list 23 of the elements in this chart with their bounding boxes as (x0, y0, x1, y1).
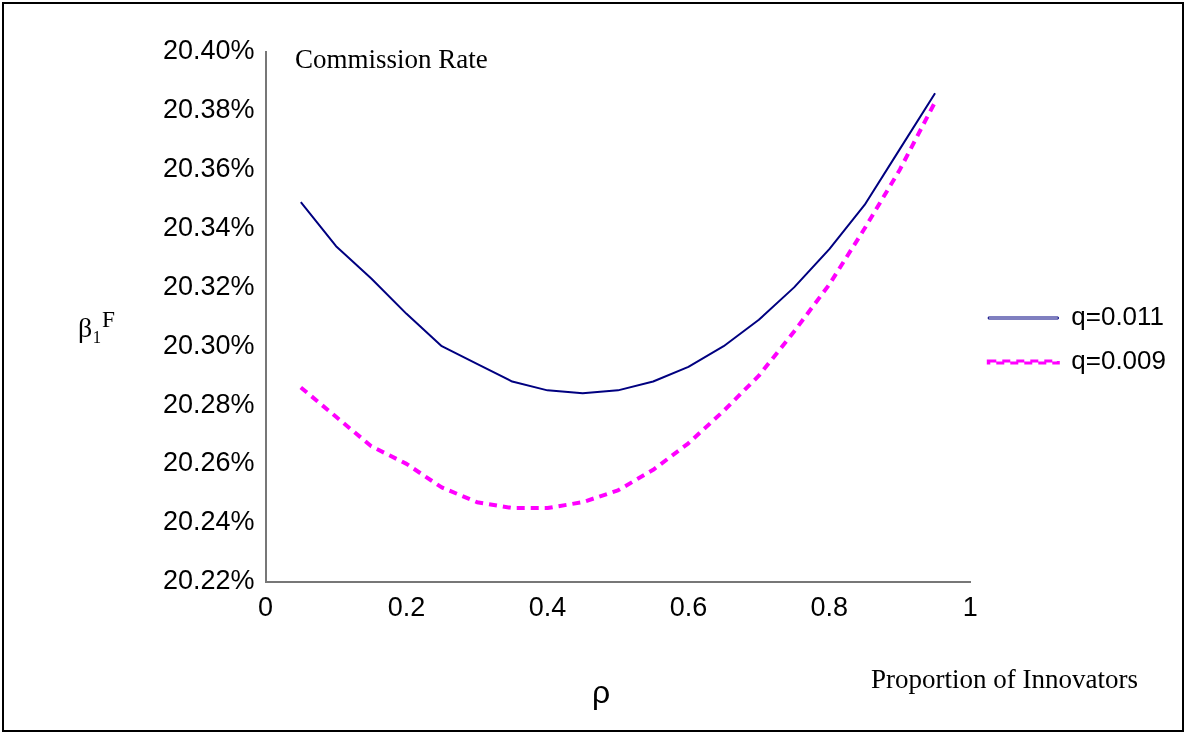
legend-label: q=0.009 (1071, 345, 1167, 376)
legend-label: q=0.011 (1071, 301, 1165, 332)
y-tick-label: 20.24% (163, 506, 255, 537)
y-tick-label: 20.28% (163, 388, 255, 419)
text: Proportion of Innovators (871, 664, 1138, 695)
y-tick-label: 20.22% (163, 565, 255, 596)
x-tick-label: 1 (962, 592, 978, 623)
x-axis-title: ρ (592, 674, 611, 711)
y-tick-label: 20.36% (163, 153, 255, 184)
y-tick-label: 20.38% (163, 94, 255, 125)
y-tick-label: 20.34% (163, 211, 255, 242)
x-tick-label: 0.4 (528, 592, 567, 623)
y-tick-label: 20.40% (163, 35, 255, 66)
y-tick-label: 20.32% (163, 270, 255, 301)
x-tick-label: 0.8 (810, 592, 849, 623)
y-tick-label: 20.30% (163, 329, 255, 360)
chart-title: Commission Rate (295, 44, 488, 75)
x-tick-label: 0.6 (669, 592, 708, 623)
y-axis-title: β₁$^{F}$ (78, 306, 115, 345)
y-tick-label: 20.26% (163, 447, 255, 478)
line-series (298, 100, 938, 511)
x-tick-label: 0.2 (387, 592, 426, 623)
x-tick-label: 0 (258, 592, 274, 623)
